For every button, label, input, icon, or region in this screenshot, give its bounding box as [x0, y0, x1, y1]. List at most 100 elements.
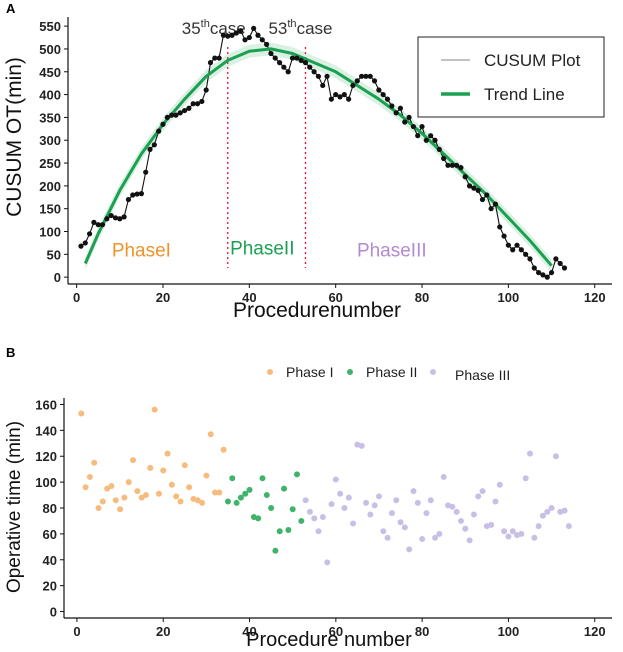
- scatter-point-phase-i: [194, 497, 201, 504]
- scatter-point-phase-iii: [345, 494, 352, 501]
- cusum-point: [233, 30, 239, 36]
- scatter-point-phase-ii: [233, 499, 240, 506]
- cusum-point: [458, 165, 464, 171]
- scatter-point-phase-i: [130, 457, 137, 464]
- panel-a-y-tick-label: 350: [39, 110, 61, 125]
- scatter-point-phase-iii: [302, 497, 309, 504]
- cusum-point: [311, 69, 317, 75]
- scatter-point-phase-iii: [531, 534, 538, 541]
- cusum-point: [358, 73, 365, 79]
- cusum-point: [453, 162, 460, 168]
- cusum-point: [238, 28, 244, 34]
- cusum-point: [259, 37, 265, 43]
- scatter-point-phase-iii: [427, 497, 434, 504]
- cusum-point: [82, 240, 88, 246]
- scatter-point-phase-ii: [246, 486, 253, 493]
- panel-b-x-tick-label: 100: [498, 624, 520, 639]
- cusum-point: [186, 105, 192, 111]
- cusum-point: [117, 216, 123, 222]
- scatter-point-phase-i: [155, 490, 162, 497]
- cusum-point: [462, 174, 468, 180]
- scatter-point-phase-iii: [315, 528, 322, 535]
- panel-a-y-tick-label: 250: [39, 156, 61, 171]
- cusum-point: [264, 41, 270, 47]
- cusum-point: [177, 110, 183, 116]
- cusum-point: [207, 60, 214, 66]
- scatter-point-phase-i: [212, 489, 219, 496]
- panel-a-y-tick-label: 150: [39, 202, 61, 217]
- cusum-point: [302, 60, 309, 66]
- cusum-point: [320, 82, 326, 89]
- scatter-point-phase-i: [199, 499, 206, 506]
- scatter-point-phase-iii: [496, 481, 503, 488]
- cusum-point: [544, 274, 550, 280]
- scatter-point-phase-iii: [401, 524, 408, 531]
- panel-b-y-tick-label: 140: [35, 423, 57, 438]
- scatter-point-phase-iii: [470, 511, 477, 518]
- legend-phase-i-swatch: [267, 369, 273, 375]
- cusum-point: [108, 212, 114, 219]
- cusum-point: [428, 133, 434, 139]
- panel-b-y-tick-label: 40: [43, 553, 57, 568]
- scatter-point-phase-ii: [268, 505, 275, 511]
- cusum-point: [104, 216, 110, 222]
- panel-a-x-tick-label: 60: [328, 290, 342, 305]
- panel-a-x-tick-label: 100: [498, 290, 520, 305]
- scatter-point-phase-iii: [535, 523, 542, 530]
- scatter-point-phase-ii: [298, 517, 305, 524]
- trend-line: [83, 47, 553, 267]
- annotation-phaseiii: PhaseIII: [357, 241, 427, 262]
- panel-a-y-tick-label: 200: [39, 179, 61, 194]
- cusum-point: [384, 96, 391, 102]
- cusum-point: [246, 34, 252, 41]
- scatter-point-phase-iii: [552, 453, 559, 460]
- scatter-point-phase-i: [121, 494, 128, 501]
- scatter-point-phase-iii: [358, 442, 365, 449]
- scatter-point-phase-ii: [255, 515, 262, 522]
- cusum-point: [220, 32, 227, 38]
- cusum-point: [151, 142, 157, 148]
- panel-a-y-tick-label: 550: [39, 19, 61, 34]
- cusum-point: [169, 112, 175, 118]
- cusum-point: [281, 64, 287, 70]
- panel-a-y-tick-label: 50: [47, 247, 61, 262]
- scatter-point-phase-i: [216, 489, 223, 496]
- panel-b: B Phase I Phase II Phase III 0 20 40 60 80 10…: [4, 345, 612, 651]
- cusum-point: [86, 231, 93, 237]
- scatter-point-phase-iii: [466, 537, 473, 544]
- panel-a-x-tick-label: 40: [242, 290, 256, 305]
- panel-a-axes: 0 50 100 150 200 250 300 350 400 450 500 550 0 20 40 60…: [39, 17, 612, 305]
- cusum-point: [143, 169, 149, 175]
- cusum-point: [324, 73, 330, 79]
- panel-b-y-axis-label: Operative time (min): [4, 421, 25, 593]
- scatter-point-phase-iii: [488, 521, 495, 528]
- cusum-point: [488, 206, 494, 212]
- scatter-point-phase-i: [160, 467, 167, 474]
- cusum-point: [548, 269, 555, 276]
- scatter-point-phase-ii: [272, 547, 279, 554]
- scatter-point-phase-iii: [363, 499, 370, 506]
- cusum-point: [354, 78, 360, 84]
- cusum-point: [540, 272, 546, 278]
- panel-b-y-tick-label: 0: [50, 605, 57, 620]
- legend-cusum-plot-label: CUSUM Plot: [484, 51, 581, 70]
- panel-b-x-tick-label: 0: [73, 624, 80, 639]
- scatter-point-phase-iii: [384, 534, 391, 541]
- cusum-point: [268, 50, 274, 57]
- cusum-point: [449, 162, 455, 168]
- cusum-point: [523, 251, 529, 257]
- scatter-point-phase-i: [108, 483, 115, 489]
- panel-b-y-tick-label: 120: [35, 449, 57, 464]
- cusum-point: [406, 114, 412, 121]
- cusum-point: [276, 60, 283, 66]
- cusum-point: [505, 242, 511, 248]
- vline-label-53th-case: 53thcase: [268, 18, 332, 38]
- scatter-point-phase-ii: [281, 485, 288, 492]
- cusum-point: [337, 94, 343, 100]
- scatter-point-phase-i: [134, 488, 141, 495]
- panel-a-y-tick-label: 0: [54, 270, 61, 285]
- scatter-point-phase-iii: [367, 511, 374, 518]
- cusum-point: [553, 256, 559, 262]
- legend-trend-line-label: Trend Line: [484, 85, 565, 104]
